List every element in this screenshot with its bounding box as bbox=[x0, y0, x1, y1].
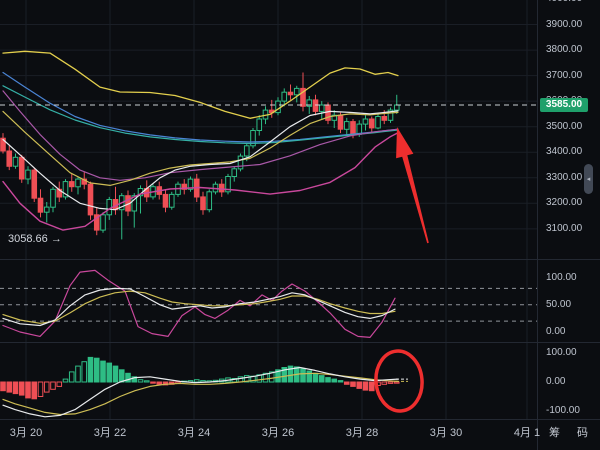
time-axis-label: 3月 20 bbox=[9, 427, 43, 439]
hand-drawn-annotations bbox=[374, 127, 429, 413]
kdj-axis-label: 0.00 bbox=[546, 326, 566, 337]
price-axis-label: 3800.00 bbox=[546, 44, 583, 56]
price-axis-label: 3500.00 bbox=[546, 120, 583, 132]
time-axis-label: 3月 28 bbox=[345, 427, 379, 439]
candlestick-series bbox=[0, 72, 400, 240]
current-price-label: 3585.00 bbox=[540, 98, 588, 112]
price-axis[interactable]: 4000.003900.003800.003700.003600.003500.… bbox=[538, 0, 600, 419]
time-axis-label: 4月 1 bbox=[513, 427, 541, 439]
kdj-axis-label: 50.00 bbox=[546, 298, 572, 310]
price-axis-border bbox=[537, 0, 538, 450]
kdj-lines bbox=[2, 269, 396, 338]
kdj-guide-lines bbox=[0, 287, 537, 322]
macd-axis-label: -100.00 bbox=[546, 405, 580, 416]
time-axis-label: 3月 24 bbox=[177, 427, 211, 439]
time-axis[interactable]: 3月 20 3月 22 3月 24 3月 26 3月 28 3月 30 4月 1 bbox=[0, 419, 600, 450]
axis-separator bbox=[0, 419, 600, 420]
grid-lines bbox=[0, 0, 537, 419]
price-axis-label: 3100.00 bbox=[546, 222, 583, 234]
macd-axis-label: 100.00 bbox=[546, 347, 577, 358]
time-axis-label: 3月 30 bbox=[429, 427, 463, 439]
low-price-annotation: 3058.66 → bbox=[8, 233, 62, 246]
time-axis-label: 3月 22 bbox=[93, 427, 127, 439]
panel-separator bbox=[0, 259, 600, 260]
macd-histogram bbox=[0, 356, 400, 400]
price-ma-lines bbox=[2, 50, 399, 231]
red-ellipse-annotation bbox=[374, 349, 424, 413]
price-axis-label: 3200.00 bbox=[546, 197, 583, 209]
panel-collapse-handle[interactable]: ◂ bbox=[584, 164, 593, 194]
macd-axis-label: 0.00 bbox=[546, 376, 566, 387]
red-arrow-annotation bbox=[396, 127, 429, 244]
price-axis-label: 3300.00 bbox=[546, 171, 583, 183]
chip-distribution-toggle[interactable]: 筹 码 bbox=[549, 427, 596, 439]
price-axis-label: 3700.00 bbox=[546, 69, 583, 81]
left-arrow-icon: ◂ bbox=[586, 175, 591, 183]
price-axis-label: 4000.00 bbox=[546, 0, 582, 5]
panel-separator bbox=[0, 342, 600, 343]
price-axis-label: 3900.00 bbox=[546, 18, 583, 30]
macd-lines bbox=[2, 366, 408, 418]
time-axis-label: 3月 26 bbox=[261, 427, 295, 439]
price-axis-label: 3400.00 bbox=[546, 146, 583, 158]
kdj-axis-label: 100.00 bbox=[546, 271, 577, 283]
